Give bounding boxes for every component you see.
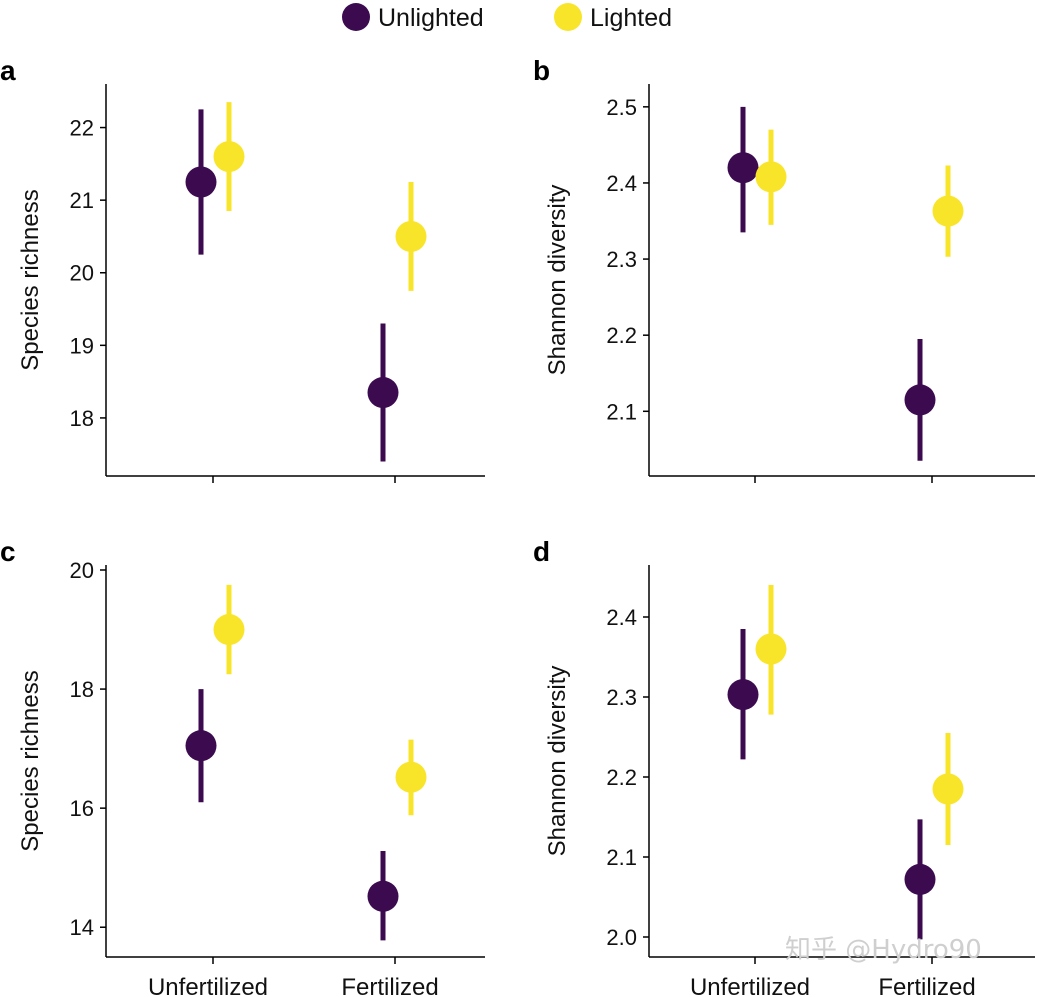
legend-label-lighted: Lighted xyxy=(590,4,672,32)
point-lighted-unfertilized xyxy=(755,633,787,665)
y-axis-title-d: Shannon diversity xyxy=(544,666,571,857)
y-tick-label-a: 20 xyxy=(70,261,94,286)
panel-letter-a: a xyxy=(0,55,16,86)
point-lighted-unfertilized xyxy=(213,141,245,173)
y-tick-label-c: 16 xyxy=(70,796,94,821)
panel-a: a 18 19 20 21 22 Species richness xyxy=(0,55,485,483)
y-tick-label-d: 2.1 xyxy=(606,845,637,870)
y-axis-title-a: Species richness xyxy=(17,189,44,370)
point-unlighted-unfertilized xyxy=(727,152,759,184)
point-unlighted-unfertilized xyxy=(185,166,217,198)
point-lighted-fertilized xyxy=(395,220,427,252)
y-tick-label-a: 21 xyxy=(70,188,94,213)
point-unlighted-unfertilized xyxy=(185,730,217,762)
point-unlighted-fertilized xyxy=(904,384,936,416)
legend-label-unlighted: Unlighted xyxy=(378,4,484,32)
point-lighted-unfertilized xyxy=(755,161,787,193)
point-unlighted-fertilized xyxy=(367,377,399,409)
point-lighted-fertilized xyxy=(932,195,964,227)
point-unlighted-fertilized xyxy=(904,863,936,895)
y-tick-label-c: 20 xyxy=(70,558,94,583)
legend-marker-unlighted xyxy=(342,3,370,31)
y-tick-label-b: 2.2 xyxy=(606,323,637,348)
y-tick-label-d: 2.4 xyxy=(606,605,637,630)
x-tick-label-c: Unfertilized xyxy=(148,974,268,997)
panel-b: b 2.1 2.2 2.3 2.4 2.5 Shannon diversity xyxy=(533,55,1035,483)
panel-letter-d: d xyxy=(533,536,550,567)
panel-letter-b: b xyxy=(533,55,550,86)
panel-d: d 2.0 2.1 2.2 2.3 2.4 Unfertilized Fertilized Sh… xyxy=(533,536,1035,997)
y-tick-label-d: 2.0 xyxy=(606,925,637,950)
watermark-text: 知乎 @Hydro90 xyxy=(785,935,982,965)
legend-marker-lighted xyxy=(554,3,582,31)
y-tick-label-c: 18 xyxy=(70,677,94,702)
x-tick-label-d: Fertilized xyxy=(878,974,975,997)
panels: a 18 19 20 21 22 Species richness b 2.1 2.2 2.3 2.4… xyxy=(0,55,1035,997)
point-lighted-fertilized xyxy=(932,773,964,805)
y-tick-label-a: 18 xyxy=(70,406,94,431)
point-unlighted-unfertilized xyxy=(727,679,759,711)
y-tick-label-b: 2.5 xyxy=(606,95,637,120)
y-tick-label-c: 14 xyxy=(70,915,94,940)
y-axis-title-b: Shannon diversity xyxy=(544,185,571,376)
point-lighted-fertilized xyxy=(395,761,427,793)
y-axis-title-c: Species richness xyxy=(17,670,44,851)
legend: Unlighted Lighted xyxy=(342,3,672,32)
point-unlighted-fertilized xyxy=(367,880,399,912)
x-tick-label-c: Fertilized xyxy=(341,974,438,997)
point-lighted-unfertilized xyxy=(213,614,245,646)
y-tick-label-d: 2.3 xyxy=(606,685,637,710)
x-tick-label-d: Unfertilized xyxy=(690,974,810,997)
y-tick-label-d: 2.2 xyxy=(606,765,637,790)
panel-letter-c: c xyxy=(0,536,16,567)
y-tick-label-b: 2.1 xyxy=(606,399,637,424)
y-tick-label-b: 2.3 xyxy=(606,247,637,272)
y-tick-label-a: 22 xyxy=(70,116,94,141)
y-tick-label-a: 19 xyxy=(70,333,94,358)
panel-c: c 14 16 18 20 Unfertilized Fertilized Species r… xyxy=(0,536,485,997)
y-tick-label-b: 2.4 xyxy=(606,171,637,196)
